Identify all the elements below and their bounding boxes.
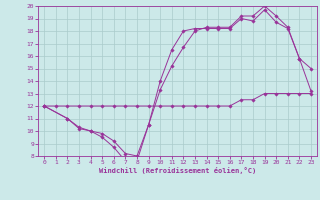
X-axis label: Windchill (Refroidissement éolien,°C): Windchill (Refroidissement éolien,°C) [99, 167, 256, 174]
